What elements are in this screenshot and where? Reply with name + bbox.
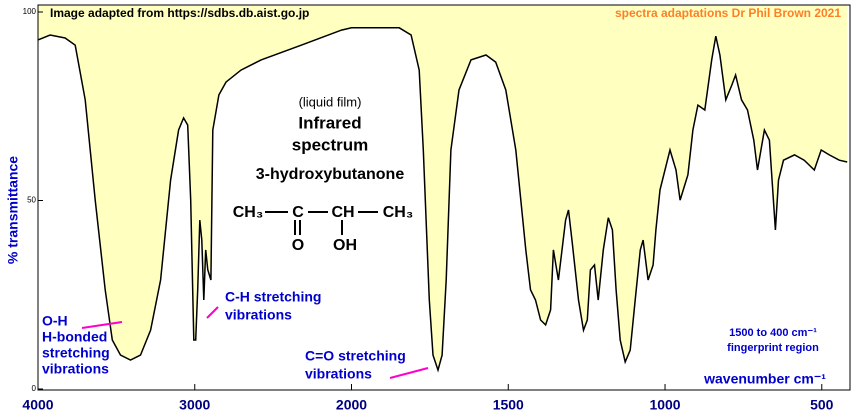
annotation: vibrations — [225, 307, 292, 323]
formula-group: O — [292, 237, 304, 254]
pointer — [389, 367, 429, 379]
source-note: Image adapted from https://sdbs.db.aist.… — [50, 6, 309, 20]
y-axis-label: % transmittance — [5, 156, 21, 264]
x-tick-label: 4000 — [22, 397, 53, 413]
x-tick-label: 500 — [810, 397, 834, 413]
plot-frame — [37, 4, 851, 391]
x-tick-label: 2000 — [336, 397, 367, 413]
annotation: C=O stretching — [305, 348, 406, 364]
annotation: fingerprint region — [727, 342, 819, 354]
annotation: C-H stretching — [225, 289, 321, 305]
credit: spectra adaptations Dr Phil Brown 2021 — [615, 6, 841, 20]
y-tick-label: 0 — [32, 384, 37, 393]
spectrum-line — [37, 27, 848, 373]
pointer — [206, 306, 219, 319]
annotation: vibrations — [42, 361, 109, 377]
y-tick-label: 50 — [27, 196, 36, 205]
transmittance-fill — [38, 5, 848, 371]
x-axis-label: wavenumber cm⁻¹ — [703, 371, 826, 387]
formula-group: CH₃ — [233, 204, 264, 221]
annotation: O-H — [42, 313, 68, 329]
annotation: 1500 to 400 cm⁻¹ — [729, 327, 817, 339]
x-tick-label: 1000 — [649, 397, 680, 413]
y-tick-label: 100 — [23, 7, 37, 16]
sample-note: (liquid film) — [299, 94, 362, 109]
spectrum-title: Infrared — [298, 113, 361, 132]
formula-group: OH — [333, 237, 357, 254]
x-tick-label: 1500 — [493, 397, 524, 413]
formula-group: C — [292, 204, 304, 221]
formula-group: CH₃ — [383, 204, 414, 221]
pointer — [81, 321, 123, 329]
annotation: H-bonded — [42, 329, 107, 345]
plot-area — [37, 5, 848, 373]
spectrum-title: spectrum — [292, 135, 369, 154]
annotation: stretching — [42, 345, 110, 361]
spectrum-title: 3-hydroxybutanone — [256, 166, 405, 183]
annotation: vibrations — [305, 366, 372, 382]
formula-group: CH — [331, 204, 354, 221]
x-tick-label: 3000 — [179, 397, 210, 413]
